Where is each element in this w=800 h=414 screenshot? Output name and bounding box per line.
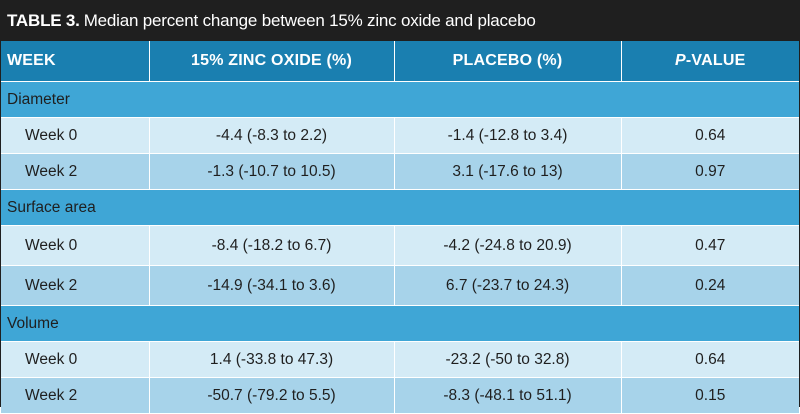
cell-placebo: -4.2 (-24.8 to 20.9) — [394, 225, 622, 266]
cell-week: Week 2 — [1, 153, 150, 190]
group-row-surface-area: Surface area — [1, 189, 799, 226]
cell-placebo: -23.2 (-50 to 32.8) — [394, 341, 622, 378]
table-row: Week 2 -1.3 (-10.7 to 10.5) 3.1 (-17.6 t… — [1, 153, 799, 190]
group-label: Diameter — [1, 81, 799, 118]
cell-p-value: 0.47 — [621, 225, 799, 266]
cell-p-value: 0.97 — [621, 153, 799, 190]
table-caption: Median percent change between 15% zinc o… — [83, 11, 536, 30]
cell-p-value: 0.15 — [621, 377, 799, 414]
cell-week: Week 0 — [1, 225, 150, 266]
header-zinc-oxide: 15% ZINC OXIDE (%) — [149, 41, 395, 82]
group-label: Surface area — [1, 189, 799, 226]
cell-zinc: -8.4 (-18.2 to 6.7) — [149, 225, 395, 266]
header-week: WEEK — [1, 41, 150, 82]
cell-p-value: 0.64 — [621, 341, 799, 378]
header-p-value: P-VALUE — [621, 41, 799, 82]
cell-zinc: -4.4 (-8.3 to 2.2) — [149, 117, 395, 154]
group-label: Volume — [1, 305, 799, 342]
cell-p-value: 0.24 — [621, 265, 799, 306]
cell-zinc: -1.3 (-10.7 to 10.5) — [149, 153, 395, 190]
table-row: Week 0 -4.4 (-8.3 to 2.2) -1.4 (-12.8 to… — [1, 117, 799, 154]
cell-zinc: 1.4 (-33.8 to 47.3) — [149, 341, 395, 378]
cell-week: Week 0 — [1, 117, 150, 154]
results-table: WEEK 15% ZINC OXIDE (%) PLACEBO (%) P-VA… — [1, 41, 799, 414]
header-p-rest: -VALUE — [685, 52, 746, 69]
cell-week: Week 2 — [1, 377, 150, 414]
cell-placebo: 6.7 (-23.7 to 24.3) — [394, 265, 622, 306]
table-row: Week 2 -50.7 (-79.2 to 5.5) -8.3 (-48.1 … — [1, 377, 799, 414]
header-p-italic: P — [675, 52, 686, 69]
cell-placebo: -1.4 (-12.8 to 3.4) — [394, 117, 622, 154]
cell-placebo: 3.1 (-17.6 to 13) — [394, 153, 622, 190]
group-row-volume: Volume — [1, 305, 799, 342]
header-row: WEEK 15% ZINC OXIDE (%) PLACEBO (%) P-VA… — [1, 41, 799, 82]
table-title: TABLE 3. Median percent change between 1… — [1, 1, 799, 41]
table-row: Week 0 -8.4 (-18.2 to 6.7) -4.2 (-24.8 t… — [1, 225, 799, 266]
cell-week: Week 2 — [1, 265, 150, 306]
cell-zinc: -50.7 (-79.2 to 5.5) — [149, 377, 395, 414]
table-row: Week 0 1.4 (-33.8 to 47.3) -23.2 (-50 to… — [1, 341, 799, 378]
cell-week: Week 0 — [1, 341, 150, 378]
table-row: Week 2 -14.9 (-34.1 to 3.6) 6.7 (-23.7 t… — [1, 265, 799, 306]
table-number: TABLE 3. — [7, 11, 80, 30]
group-row-diameter: Diameter — [1, 81, 799, 118]
cell-p-value: 0.64 — [621, 117, 799, 154]
header-placebo: PLACEBO (%) — [394, 41, 622, 82]
cell-placebo: -8.3 (-48.1 to 51.1) — [394, 377, 622, 414]
cell-zinc: -14.9 (-34.1 to 3.6) — [149, 265, 395, 306]
